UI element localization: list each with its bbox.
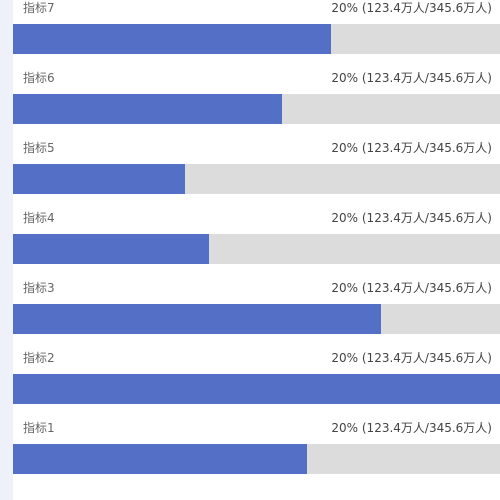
progress-fill: [13, 304, 381, 334]
progress-track: [13, 24, 500, 54]
progress-track: [13, 94, 500, 124]
row-value: 20% (123.4万人/345.6万人): [331, 71, 492, 85]
row-value: 20% (123.4万人/345.6万人): [331, 141, 492, 155]
row-label: 指标7: [23, 1, 55, 15]
progress-list: 指标7 20% (123.4万人/345.6万人) 指标6 20% (123.4…: [13, 0, 500, 500]
row-label: 指标1: [23, 421, 55, 435]
progress-fill: [13, 444, 308, 474]
progress-row-5: 指标5 20% (123.4万人/345.6万人): [13, 140, 500, 210]
progress-fill: [13, 164, 185, 194]
progress-fill: [13, 234, 209, 264]
row-label: 指标5: [23, 141, 55, 155]
row-label: 指标2: [23, 351, 55, 365]
progress-row-3: 指标3 20% (123.4万人/345.6万人): [13, 280, 500, 350]
row-value: 20% (123.4万人/345.6万人): [331, 351, 492, 365]
progress-row-2: 指标2 20% (123.4万人/345.6万人): [13, 350, 500, 420]
progress-fill: [13, 374, 500, 404]
row-label: 指标3: [23, 281, 55, 295]
row-value: 20% (123.4万人/345.6万人): [331, 281, 492, 295]
progress-row-6: 指标6 20% (123.4万人/345.6万人): [13, 70, 500, 140]
row-value: 20% (123.4万人/345.6万人): [331, 1, 492, 15]
progress-row-4: 指标4 20% (123.4万人/345.6万人): [13, 210, 500, 280]
row-label: 指标6: [23, 71, 55, 85]
progress-track: [13, 374, 500, 404]
row-label: 指标4: [23, 211, 55, 225]
progress-track: [13, 444, 500, 474]
progress-track: [13, 304, 500, 334]
progress-track: [13, 234, 500, 264]
row-value: 20% (123.4万人/345.6万人): [331, 211, 492, 225]
progress-fill: [13, 24, 331, 54]
progress-track: [13, 164, 500, 194]
progress-row-7: 指标7 20% (123.4万人/345.6万人): [13, 0, 500, 70]
left-gutter: [0, 0, 13, 500]
row-value: 20% (123.4万人/345.6万人): [331, 421, 492, 435]
progress-fill: [13, 94, 283, 124]
progress-row-1: 指标1 20% (123.4万人/345.6万人): [13, 420, 500, 490]
